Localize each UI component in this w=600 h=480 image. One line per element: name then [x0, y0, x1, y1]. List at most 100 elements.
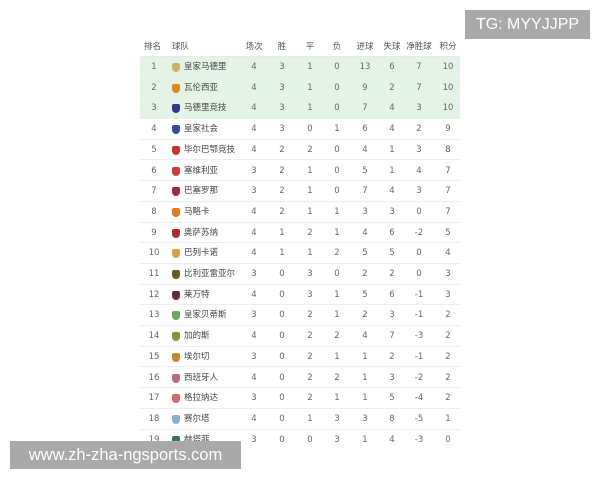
lost-cell: 0	[334, 82, 340, 93]
points-cell: 1	[445, 413, 451, 424]
lost-cell: 1	[334, 206, 340, 217]
team-name: 马略卡	[184, 206, 210, 217]
lost-cell: 0	[334, 165, 340, 176]
lost-cell: 0	[334, 186, 340, 197]
watermark-bottom: www.zh-zha-ngsports.com	[10, 441, 241, 469]
goals-against-cell: 6	[389, 62, 395, 72]
goals-for-cell: 13	[359, 62, 371, 72]
won-cell: 2	[279, 186, 285, 197]
goals-against-cell: 5	[389, 248, 395, 259]
goal-difference-cell: 7	[416, 62, 422, 72]
lost-cell: 1	[334, 124, 340, 135]
table-row: 16 西班牙人 4 0 2 2 1 3 -2 2	[140, 368, 460, 389]
won-cell: 0	[279, 269, 285, 279]
won-cell: 3	[279, 62, 285, 72]
goals-against-cell: 3	[389, 310, 395, 321]
rank-cell: 12	[148, 289, 160, 300]
table-row: 18 赛尔塔 4 0 1 3 3 8 -5 1	[140, 409, 460, 430]
drawn-cell: 1	[307, 186, 313, 197]
goal-difference-cell: -3	[414, 434, 424, 443]
points-cell: 5	[445, 227, 451, 238]
goal-difference-cell: 0	[416, 206, 422, 217]
goals-against-cell: 2	[389, 269, 395, 279]
team-name: 奥萨苏纳	[184, 227, 219, 238]
points-cell: 2	[445, 393, 451, 404]
goals-for-cell: 1	[362, 372, 368, 383]
goals-for-cell: 4	[362, 144, 368, 155]
won-cell: 2	[279, 206, 285, 217]
won-cell: 0	[279, 310, 285, 321]
won-cell: 0	[279, 413, 285, 424]
goal-difference-cell: -1	[414, 310, 424, 321]
drawn-cell: 2	[307, 310, 313, 321]
rank-cell: 2	[151, 82, 157, 93]
drawn-cell: 1	[307, 103, 313, 114]
won-cell: 2	[279, 144, 285, 155]
played-cell: 4	[251, 227, 257, 238]
points-cell: 7	[445, 186, 451, 197]
rank-cell: 19	[148, 434, 160, 443]
team-name: 皇家贝蒂斯	[184, 310, 227, 321]
goals-against-cell: 8	[389, 413, 395, 424]
rank-cell: 17	[148, 393, 160, 404]
goals-against-cell: 4	[389, 124, 395, 135]
team-name: 毕尔巴鄂竞技	[184, 144, 236, 155]
lost-cell: 2	[334, 248, 340, 259]
goals-for-cell: 7	[362, 186, 368, 197]
drawn-cell: 1	[307, 413, 313, 424]
goals-against-cell: 4	[389, 186, 395, 197]
table-row: 10 巴列卡诺 4 1 1 2 5 5 0 4	[140, 243, 460, 264]
goal-difference-cell: 3	[416, 103, 422, 114]
drawn-cell: 1	[307, 82, 313, 93]
team-logo-icon	[172, 290, 180, 300]
lost-cell: 1	[334, 227, 340, 238]
won-cell: 3	[279, 82, 285, 93]
lost-cell: 1	[334, 289, 340, 300]
header-team: 球队	[172, 42, 190, 52]
rank-cell: 18	[148, 413, 160, 424]
played-cell: 4	[251, 413, 257, 424]
won-cell: 0	[279, 393, 285, 404]
goals-against-cell: 6	[389, 289, 395, 300]
points-cell: 7	[445, 206, 451, 217]
points-cell: 2	[445, 372, 451, 383]
goals-for-cell: 1	[362, 351, 368, 362]
goals-against-cell: 4	[389, 103, 395, 114]
team-name: 赫塔菲	[184, 434, 210, 443]
team-logo-icon	[172, 373, 180, 383]
goals-against-cell: 4	[389, 434, 395, 443]
team-logo-icon	[172, 145, 180, 155]
lost-cell: 0	[334, 103, 340, 114]
lost-cell: 3	[334, 413, 340, 424]
played-cell: 4	[251, 289, 257, 300]
goals-against-cell: 3	[389, 372, 395, 383]
team-name: 巴塞罗那	[184, 186, 219, 197]
points-cell: 4	[445, 248, 451, 259]
header-goals-against: 失球	[383, 42, 401, 52]
table-row: 3 马德里竞技 4 3 1 0 7 4 3 10	[140, 98, 460, 120]
rank-cell: 1	[151, 62, 157, 72]
played-cell: 4	[251, 124, 257, 135]
team-logo-icon	[172, 83, 180, 93]
drawn-cell: 2	[307, 144, 313, 155]
team-logo-icon	[172, 394, 180, 404]
team-name: 埃尔切	[184, 351, 210, 362]
lost-cell: 1	[334, 310, 340, 321]
points-cell: 10	[442, 82, 454, 93]
drawn-cell: 3	[307, 289, 313, 300]
played-cell: 4	[251, 82, 257, 93]
table-row: 12 莱万特 4 0 3 1 5 6 -1 3	[140, 285, 460, 306]
points-cell: 3	[445, 289, 451, 300]
table-row: 5 毕尔巴鄂竞技 4 2 2 0 4 1 3 8	[140, 140, 460, 161]
drawn-cell: 1	[307, 248, 313, 259]
won-cell: 1	[279, 227, 285, 238]
header-goal-difference: 净胜球	[406, 42, 432, 52]
points-cell: 10	[442, 103, 454, 114]
drawn-cell: 3	[307, 269, 313, 279]
goal-difference-cell: 0	[416, 269, 422, 279]
drawn-cell: 0	[307, 434, 313, 443]
table-row: 4 皇家社会 4 3 0 1 6 4 2 9	[140, 119, 460, 140]
team-logo-icon	[172, 270, 180, 279]
table-header: 排名 球队 场次 胜 平 负 进球 失球 净胜球 积分	[140, 37, 460, 57]
rank-cell: 13	[148, 310, 160, 321]
